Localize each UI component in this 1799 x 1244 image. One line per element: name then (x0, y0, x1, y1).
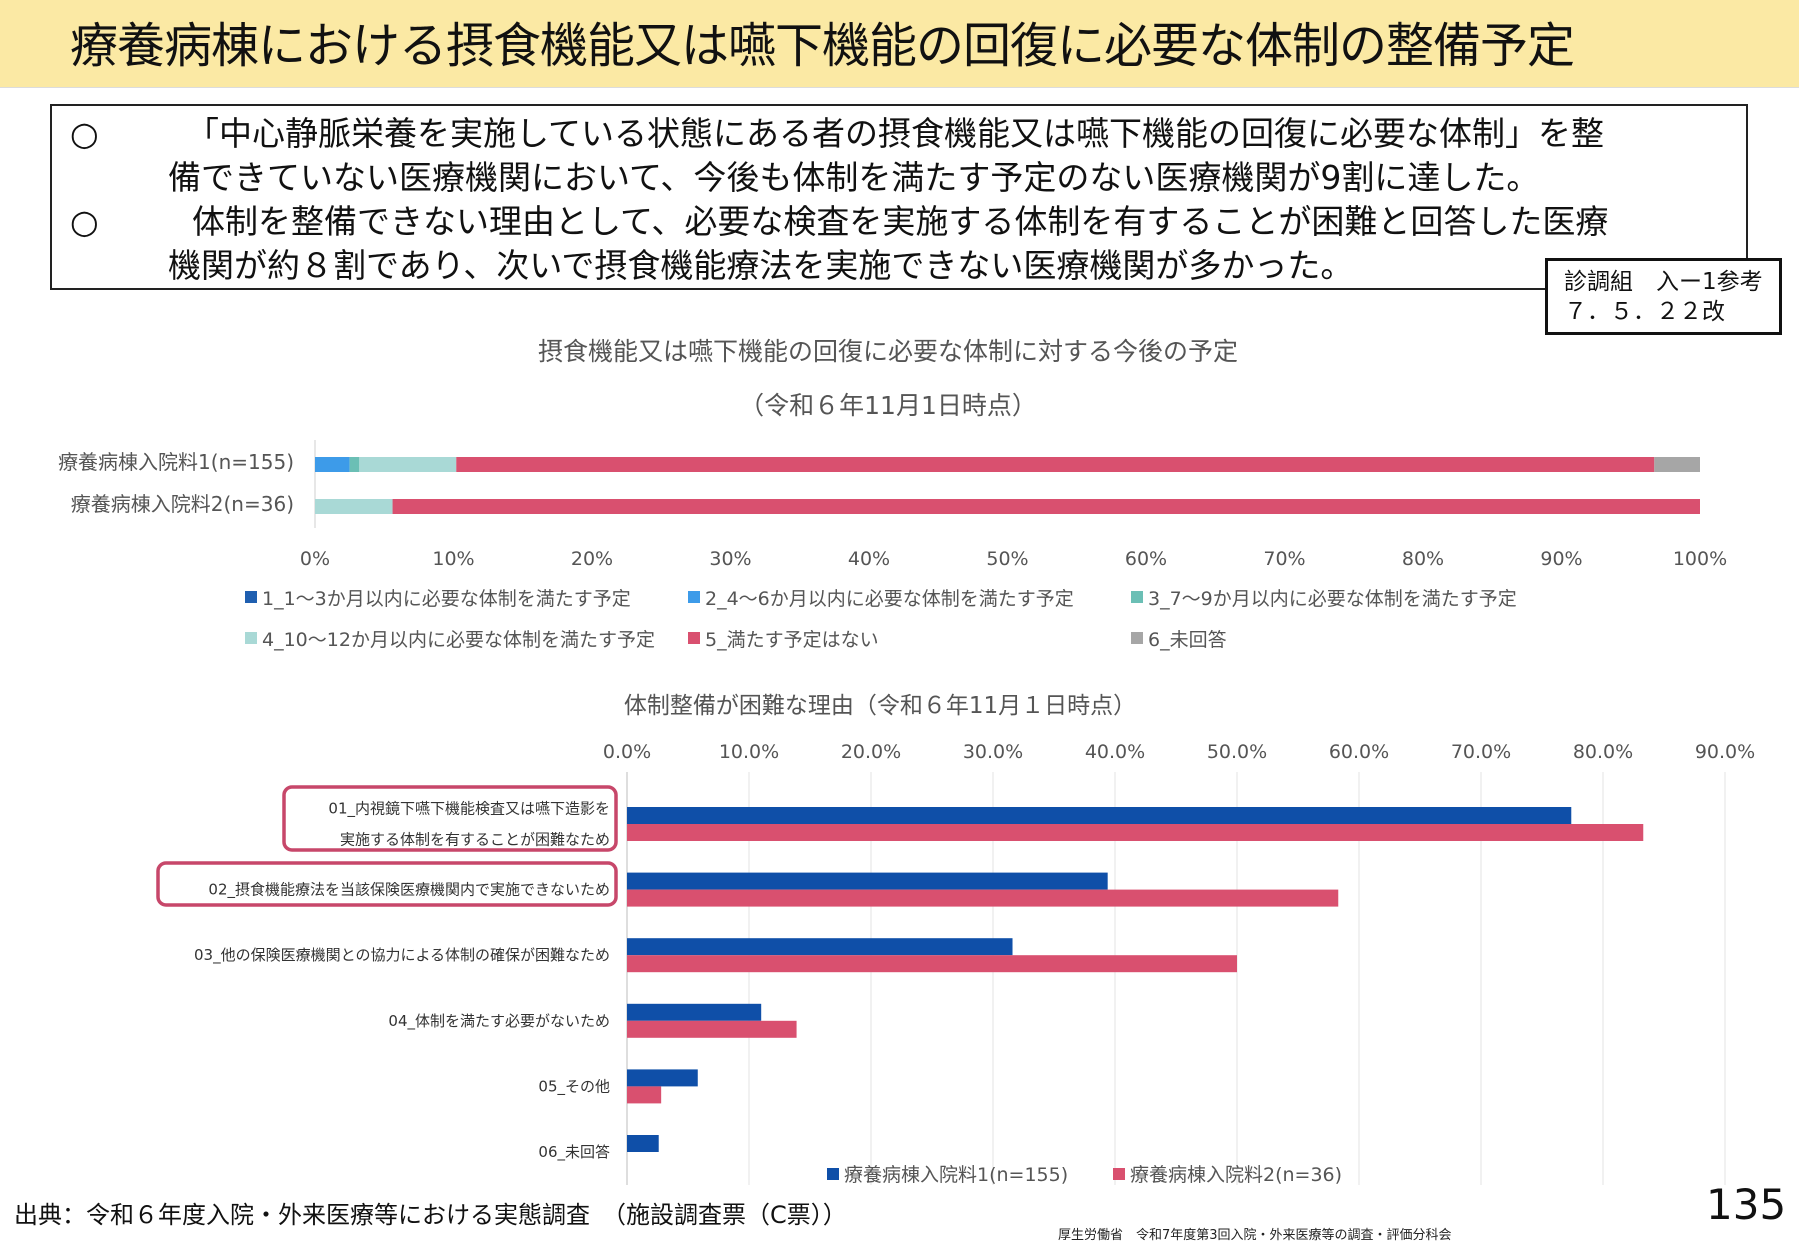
bar-segment (1654, 457, 1700, 472)
legend-label: 5_満たす予定はない (705, 629, 879, 651)
legend-swatch (245, 632, 257, 644)
bar (627, 938, 1013, 956)
chart-1-title: 摂食機能又は嚥下機能の回復に必要な体制に対する今後の予定 (538, 337, 1238, 366)
legend-swatch (1131, 632, 1143, 644)
bar (627, 824, 1644, 841)
header-divider (0, 87, 1799, 88)
bar (627, 955, 1237, 973)
reference-line-2: ７．５．２２改 (1564, 299, 1725, 325)
reasons-bar-chart: 体制整備が困難な理由（令和６年11月１日時点） 0.0% 10.0% 20.0% 30.… (156, 693, 1755, 1186)
bullet-circle-icon: ○ (70, 202, 99, 241)
x-tick-label: 60% (1125, 548, 1167, 570)
bar (627, 807, 1572, 824)
category-label: 03_他の保険医療機関との協力による体制の確保が困難なため (194, 946, 610, 965)
x-tick-label: 20% (571, 548, 613, 570)
bar-segment (392, 499, 1700, 514)
x-tick-label: 0% (300, 548, 330, 570)
category-label: 06_未回答 (538, 1143, 610, 1162)
category-label: 01_内視鏡下嚥下機能検査又は嚥下造影を (328, 800, 610, 819)
bar (627, 1069, 698, 1087)
legend-swatch (1113, 1168, 1125, 1180)
bar-segment (315, 457, 350, 472)
bar (627, 872, 1108, 890)
chart-1-subtitle: （令和６年11月1日時点） (739, 391, 1037, 420)
bar (627, 1135, 659, 1152)
x-tick-label: 10.0% (719, 741, 779, 763)
stacked-bar-chart: 摂食機能又は嚥下機能の回復に必要な体制に対する今後の予定 （令和６年11月1日時点… (58, 337, 1727, 651)
legend-swatch (1131, 591, 1143, 603)
page-title: 療養病棟における摂食機能又は嚥下機能の回復に必要な体制の整備予定 (70, 18, 1575, 74)
bar (627, 1003, 762, 1021)
bar-segment (349, 457, 360, 472)
x-tick-label: 10% (432, 548, 474, 570)
bullet-1-line-2: 備できていない医療機関において、今後も体制を満たす予定のない医療機関が9割に達し… (168, 158, 1540, 197)
x-tick-label: 90% (1540, 548, 1582, 570)
bullet-2-line-1: 体制を整備できない理由として、必要な検査を実施する体制を有することが困難と回答し… (192, 202, 1609, 241)
bullet-2-line-2: 機関が約８割であり、次いで摂食機能療法を実施できない医療機関が多かった。 (168, 246, 1354, 285)
bar-segment (359, 457, 457, 472)
x-tick-label: 80% (1402, 548, 1444, 570)
x-tick-label: 0.0% (603, 741, 651, 763)
x-tick-label: 100% (1673, 548, 1727, 570)
x-tick-label: 30% (709, 548, 751, 570)
category-label: 療養病棟入院料2(n=36) (71, 492, 294, 516)
x-tick-label: 40% (848, 548, 890, 570)
bullet-circle-icon: ○ (70, 114, 99, 153)
legend-swatch (688, 591, 700, 603)
bar (627, 1086, 662, 1104)
category-label: 02_摂食機能療法を当該保険医療機関内で実施できないため (208, 881, 610, 900)
x-tick-label: 80.0% (1573, 741, 1633, 763)
page-number: 135 (1706, 1180, 1787, 1229)
category-label: 療養病棟入院料1(n=155) (58, 450, 294, 474)
x-tick-label: 70% (1263, 548, 1305, 570)
source-note: 出典：令和６年度入院・外来医療等における実態調査 （施設調査票（C票）） (14, 1201, 847, 1229)
reference-label-box: 診調組 入ー1参考 ７．５．２２改 (1545, 258, 1782, 335)
legend-swatch (827, 1168, 839, 1180)
x-tick-label: 50% (986, 548, 1028, 570)
summary-box: ○ 「中心静脈栄養を実施している状態にある者の摂食機能又は嚥下機能の回復に必要な… (50, 104, 1748, 290)
x-tick-label: 90.0% (1695, 741, 1755, 763)
chart-2-title: 体制整備が困難な理由（令和６年11月１日時点） (624, 693, 1136, 719)
legend-label: 3_7～9か月以内に必要な体制を満たす予定 (1148, 588, 1517, 610)
x-tick-label: 40.0% (1085, 741, 1145, 763)
x-tick-label: 60.0% (1329, 741, 1389, 763)
legend-label: 療養病棟入院料2(n=36) (1130, 1164, 1342, 1186)
organization-note: 厚生労働省 令和7年度第3回入院・外来医療等の調査・評価分科会 (1058, 1228, 1452, 1243)
bar (627, 889, 1339, 907)
x-tick-label: 20.0% (841, 741, 901, 763)
bar-segment (456, 457, 1655, 472)
legend-label: 2_4～6か月以内に必要な体制を満たす予定 (705, 588, 1074, 610)
x-tick-label: 70.0% (1451, 741, 1511, 763)
summary-bullet-1: ○ 「中心静脈栄養を実施している状態にある者の摂食機能又は嚥下機能の回復に必要な… (70, 112, 1730, 200)
x-tick-label: 50.0% (1207, 741, 1267, 763)
category-label: 04_体制を満たす必要がないため (388, 1012, 610, 1031)
reference-line-1: 診調組 入ー1参考 (1564, 269, 1763, 295)
highlight-box-02 (156, 861, 618, 907)
legend-label: 4_10～12か月以内に必要な体制を満たす予定 (262, 629, 655, 651)
category-label: 05_その他 (538, 1077, 610, 1096)
legend-swatch (245, 591, 257, 603)
bar (627, 1020, 797, 1038)
legend-swatch (688, 632, 700, 644)
legend-label: 1_1～3か月以内に必要な体制を満たす予定 (262, 588, 631, 610)
highlight-box-01 (282, 785, 618, 852)
legend-label: 療養病棟入院料1(n=155) (844, 1164, 1068, 1186)
bullet-1-line-1: 「中心静脈栄養を実施している状態にある者の摂食機能又は嚥下機能の回復に必要な体制… (186, 114, 1605, 153)
category-label: 実施する体制を有することが困難なため (340, 831, 610, 849)
x-tick-label: 30.0% (963, 741, 1023, 763)
bar-segment (315, 499, 393, 514)
header-banner: 療養病棟における摂食機能又は嚥下機能の回復に必要な体制の整備予定 (0, 0, 1799, 87)
summary-bullet-2: ○ 体制を整備できない理由として、必要な検査を実施する体制を有することが困難と回… (70, 200, 1730, 288)
legend-label: 6_未回答 (1148, 629, 1227, 651)
